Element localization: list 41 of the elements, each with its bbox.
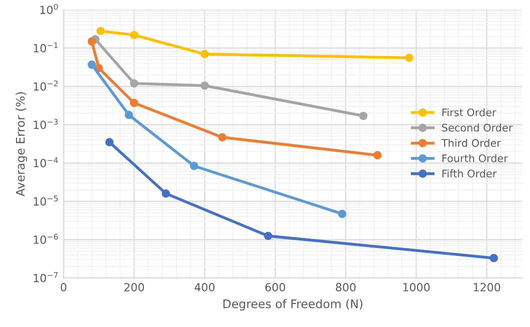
- x-tick-label: 800: [336, 283, 356, 292]
- point: [373, 151, 382, 160]
- y-tick-label: 10$^{−6}$: [34, 234, 58, 244]
- legend-label: Fourth Order: [442, 154, 508, 162]
- x-tick-label: 1200: [474, 283, 500, 292]
- y-tick-label: 10$^{−4}$: [34, 157, 58, 168]
- point: [105, 138, 114, 146]
- x-tick-label: 600: [265, 283, 286, 292]
- point: [264, 232, 272, 240]
- y-tick-label: 10$^{0}$: [40, 4, 58, 14]
- point: [96, 26, 105, 36]
- point: [88, 37, 96, 46]
- y-tick-label: 10$^{−2}$: [34, 80, 58, 91]
- point: [162, 189, 170, 198]
- x-axis-title: Degrees of Freedom (N): [223, 299, 362, 311]
- legend-label: First Order: [442, 108, 496, 116]
- x-tick-label: 400: [194, 283, 215, 292]
- point: [130, 98, 138, 108]
- point: [200, 81, 209, 90]
- x-tick-label: 1000: [403, 283, 430, 292]
- point: [405, 54, 414, 62]
- y-tick-label: 10$^{−7}$: [34, 272, 58, 282]
- y-tick-label: 10$^{−3}$: [34, 118, 58, 130]
- x-tick-label: 0: [60, 283, 66, 292]
- point: [218, 133, 226, 142]
- point: [88, 60, 96, 69]
- y-tick-label: 10$^{−5}$: [34, 196, 58, 206]
- point: [359, 112, 368, 120]
- point: [130, 79, 138, 88]
- point: [338, 210, 346, 218]
- point: [200, 50, 209, 58]
- y-axis-title: Average Error (%): [16, 92, 28, 196]
- y-tick-label: 10$^{−1}$: [34, 42, 58, 52]
- point: [190, 162, 198, 170]
- legend-label: Fifth Order: [442, 169, 497, 178]
- point: [124, 110, 134, 120]
- legend-label: Second Order: [442, 124, 513, 132]
- legend-label: Third Order: [441, 138, 501, 147]
- point: [490, 254, 498, 262]
- x-tick-label: 200: [124, 283, 144, 292]
- point: [130, 30, 138, 40]
